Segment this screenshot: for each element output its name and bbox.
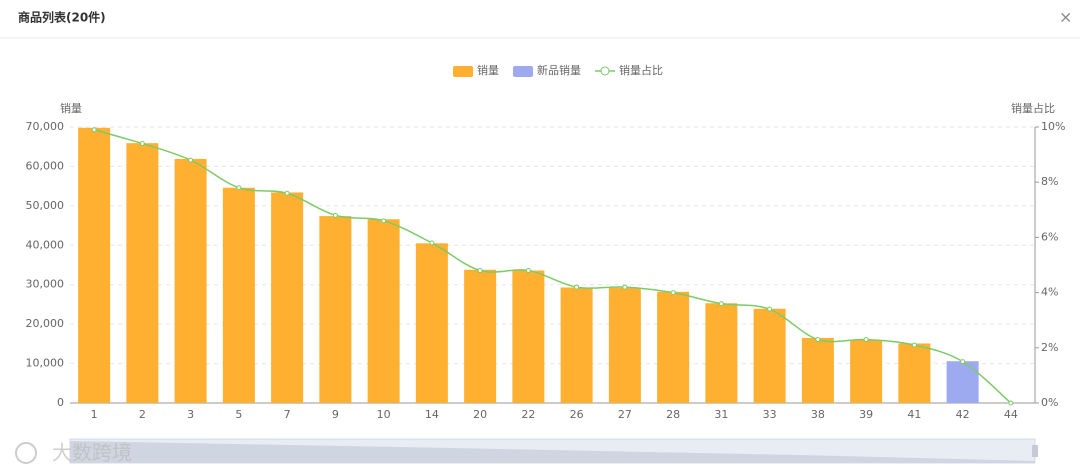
- ratio-dot: [525, 268, 531, 274]
- bar: [753, 308, 786, 403]
- x-tick-label: 3: [187, 408, 194, 421]
- x-tick-label: 27: [618, 408, 632, 421]
- y2-tick-label: 6%: [1041, 230, 1058, 243]
- ratio-dot: [767, 306, 773, 312]
- x-tick-label: 39: [859, 408, 873, 421]
- bar: [367, 219, 400, 403]
- bar: [271, 192, 304, 403]
- bar: [319, 216, 352, 403]
- legend-swatch: [513, 66, 533, 77]
- ratio-dot: [381, 218, 387, 224]
- ratio-dot: [863, 337, 869, 343]
- legend-label: 销量占比: [619, 63, 663, 77]
- ratio-dot: [670, 290, 676, 296]
- ratio-dot: [477, 268, 483, 274]
- x-tick-label: 31: [714, 408, 728, 421]
- bar: [174, 158, 207, 403]
- bar: [512, 270, 545, 403]
- y-tick-label: 60,000: [26, 159, 65, 172]
- y2-axis-title: 销量占比: [1011, 101, 1055, 115]
- x-tick-label: 14: [425, 408, 439, 421]
- x-tick-label: 20: [473, 408, 487, 421]
- y2-tick-label: 0%: [1041, 396, 1058, 409]
- y2-tick-label: 4%: [1041, 286, 1058, 299]
- ratio-dot: [1008, 400, 1014, 406]
- ratio-line: [93, 129, 1012, 404]
- ratio-dot: [622, 284, 628, 290]
- data-zoom-shadow: [70, 441, 1035, 463]
- bar: [560, 287, 593, 403]
- legend-swatch: [453, 66, 473, 77]
- y-tick-label: 50,000: [26, 199, 65, 212]
- watermark: 大数跨境: [52, 441, 132, 465]
- y2-tick-label: 2%: [1041, 341, 1058, 354]
- y-tick-label: 0: [57, 396, 64, 409]
- x-tick-label: 5: [235, 408, 242, 421]
- y-tick-label: 10,000: [26, 357, 65, 370]
- bar: [415, 243, 448, 403]
- ratio-dot: [815, 337, 821, 343]
- x-tick-label: 33: [763, 408, 777, 421]
- data-zoom-handle[interactable]: [1032, 445, 1038, 457]
- bar: [78, 127, 111, 403]
- y-tick-label: 70,000: [26, 120, 65, 133]
- modal-title: 商品列表(20件): [18, 10, 106, 25]
- bar: [898, 343, 931, 403]
- ratio-dot: [429, 240, 435, 246]
- ratio-dot: [718, 301, 724, 307]
- watermark-icon: [15, 442, 37, 464]
- close-button[interactable]: ×: [1059, 8, 1072, 27]
- y-tick-label: 30,000: [26, 278, 65, 291]
- ratio-dot: [960, 359, 966, 365]
- bar: [946, 361, 979, 403]
- bar: [801, 337, 834, 403]
- ratio-dot: [574, 284, 580, 290]
- ratio-dot: [911, 342, 917, 348]
- ratio-dot: [91, 127, 97, 133]
- ratio-dot: [188, 157, 194, 163]
- x-tick-label: 44: [1004, 408, 1018, 421]
- x-tick-label: 42: [956, 408, 970, 421]
- ratio-dot: [284, 190, 290, 196]
- x-tick-label: 41: [907, 408, 921, 421]
- x-tick-label: 2: [139, 408, 146, 421]
- legend-label: 销量: [477, 63, 499, 77]
- bar: [608, 287, 641, 403]
- x-tick-label: 38: [811, 408, 825, 421]
- x-tick-label: 9: [332, 408, 339, 421]
- legend-label: 新品销量: [537, 63, 581, 77]
- x-tick-label: 1: [91, 408, 98, 421]
- bar: [222, 187, 255, 403]
- legend-dot: [600, 66, 610, 76]
- y2-tick-label: 10%: [1041, 120, 1065, 133]
- x-tick-label: 28: [666, 408, 680, 421]
- ratio-dot: [139, 141, 145, 147]
- y2-tick-label: 8%: [1041, 175, 1058, 188]
- x-tick-label: 22: [521, 408, 535, 421]
- x-tick-label: 7: [284, 408, 291, 421]
- bar: [850, 339, 883, 403]
- bar: [126, 143, 159, 403]
- bar: [464, 269, 497, 403]
- y-tick-label: 20,000: [26, 317, 65, 330]
- ratio-dot: [332, 212, 338, 218]
- x-tick-label: 10: [377, 408, 391, 421]
- y-tick-label: 40,000: [26, 238, 65, 251]
- bar: [657, 291, 690, 403]
- x-tick-label: 26: [570, 408, 584, 421]
- ratio-dot: [236, 185, 242, 191]
- y-axis-title: 销量: [60, 101, 82, 115]
- bar: [705, 303, 738, 403]
